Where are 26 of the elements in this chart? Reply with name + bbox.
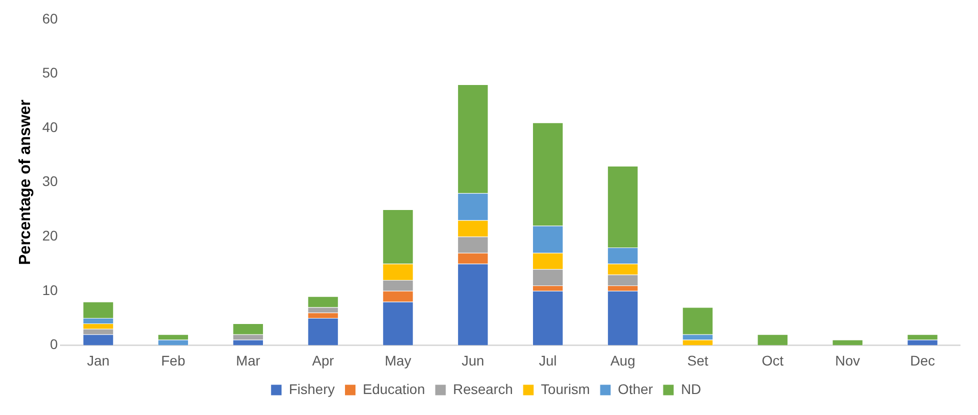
y-tick-label: 0	[50, 336, 58, 352]
y-tick-label: 20	[42, 227, 58, 244]
legend-label: Education	[362, 380, 426, 397]
x-tick-label: Oct	[762, 352, 784, 368]
x-tick-label: Jul	[538, 352, 557, 368]
x-tick-label: Jan	[86, 352, 110, 368]
x-tick-label: Set	[687, 352, 708, 368]
x-tick-label: Aug	[610, 352, 636, 368]
legend-label: ND	[680, 380, 702, 397]
x-tick-label: May	[384, 352, 412, 368]
y-tick-label: 10	[42, 282, 58, 298]
x-tick-label: Dec	[910, 352, 935, 368]
x-tick-label: Jun	[462, 352, 484, 368]
x-tick-label: Nov	[835, 352, 860, 368]
y-axis-title: Percentage of answer	[17, 100, 34, 266]
y-tick-label: 50	[42, 64, 58, 81]
y-tick-label: 60	[42, 10, 58, 26]
x-tick-label: Mar	[236, 352, 260, 368]
x-tick-label: Feb	[161, 352, 186, 368]
legend-label: Tourism	[540, 380, 590, 397]
legend-label: Fishery	[288, 380, 335, 397]
legend-label: Research	[453, 380, 513, 397]
y-tick-label: 30	[42, 173, 58, 190]
y-tick-label: 40	[42, 118, 58, 135]
x-tick-label: Apr	[312, 352, 334, 368]
legend-label: Other	[618, 380, 654, 397]
